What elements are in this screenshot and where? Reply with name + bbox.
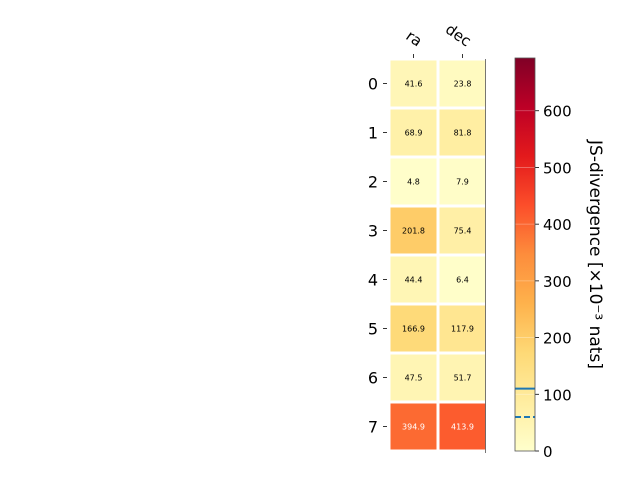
colorbar-tick-label: 300 bbox=[543, 273, 572, 291]
heatmap-cell bbox=[439, 256, 486, 303]
cell-value-label: 413.9 bbox=[451, 423, 474, 432]
colorbar-frame bbox=[514, 57, 536, 452]
heatmap-cell bbox=[439, 305, 486, 352]
cell-value-label: 81.8 bbox=[454, 129, 472, 138]
heatmap-cells: 41.6 23.8 68.9 81.8 4.8 7.9 201.8 75.4 44.4 6.4 16… bbox=[390, 60, 486, 450]
cell-value-label: 201.8 bbox=[402, 227, 425, 236]
colorbar-tick-label: 500 bbox=[543, 159, 572, 177]
cell-value-label: 117.9 bbox=[451, 325, 474, 334]
column-tick-label: dec bbox=[442, 20, 474, 50]
heatmap-cell bbox=[390, 403, 437, 450]
heatmap-cell bbox=[390, 60, 437, 107]
colorbar-label: JS-divergence [×10⁻³ nats] bbox=[585, 139, 605, 369]
cell-value-label: 47.5 bbox=[405, 374, 423, 383]
cell-value-label: 7.9 bbox=[456, 178, 469, 187]
cell-value-label: 41.6 bbox=[405, 80, 423, 89]
cell-value-label: 166.9 bbox=[402, 325, 425, 334]
cell-value-label: 75.4 bbox=[454, 227, 472, 236]
row-tick-label: 7 bbox=[368, 418, 378, 437]
colorbar-tick-label: 400 bbox=[543, 216, 572, 234]
heatmap-cell bbox=[390, 207, 437, 254]
cell-value-label: 394.9 bbox=[402, 423, 425, 432]
heatmap-cell bbox=[439, 207, 486, 254]
colorbar: 0 100 200 300 400 500 600 JS-divergence [×10⁻³ … bbox=[514, 57, 605, 461]
row-tick-label: 3 bbox=[368, 222, 378, 241]
row-tick-label: 2 bbox=[368, 173, 378, 192]
row-tick-label: 0 bbox=[368, 75, 378, 94]
heatmap-cell bbox=[439, 109, 486, 156]
heatmap-cell bbox=[439, 403, 486, 450]
cell-value-label: 23.8 bbox=[454, 80, 472, 89]
row-tick-label: 1 bbox=[368, 124, 378, 143]
heatmap-cell bbox=[439, 354, 486, 401]
cell-value-label: 51.7 bbox=[454, 374, 472, 383]
row-tick-label: 5 bbox=[368, 320, 378, 339]
colorbar-gradient bbox=[515, 58, 535, 451]
cell-value-label: 44.4 bbox=[405, 276, 423, 285]
cell-value-label: 68.9 bbox=[405, 129, 423, 138]
cell-value-label: 6.4 bbox=[456, 276, 469, 285]
cell-value-label: 4.8 bbox=[407, 178, 420, 187]
heatmap-cell bbox=[390, 256, 437, 303]
colorbar-tick-label: 0 bbox=[543, 443, 553, 461]
colorbar-tick-label: 600 bbox=[543, 103, 572, 121]
heatmap-cell bbox=[390, 109, 437, 156]
colorbar-tick-label: 200 bbox=[543, 330, 572, 348]
heatmap-cell bbox=[439, 158, 486, 205]
row-tick-label: 4 bbox=[368, 271, 378, 290]
row-tick-label: 6 bbox=[368, 369, 378, 388]
heatmap-cell bbox=[439, 60, 486, 107]
colorbar-tick-label: 100 bbox=[543, 386, 572, 404]
column-tick-label: ra bbox=[403, 27, 426, 51]
heatmap-cell bbox=[390, 305, 437, 352]
heatmap-cell bbox=[390, 354, 437, 401]
heatmap-cell bbox=[390, 158, 437, 205]
